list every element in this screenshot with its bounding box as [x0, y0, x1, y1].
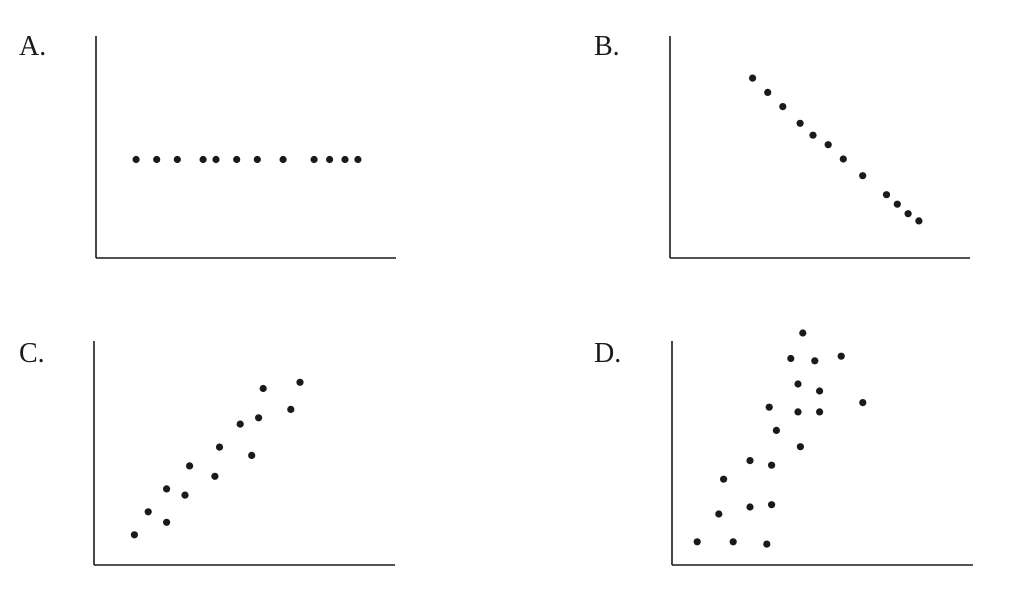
data-point-c-7 [211, 472, 219, 480]
data-point-d-10 [768, 501, 776, 509]
data-point-a-9 [310, 155, 318, 164]
data-point-d-8 [765, 403, 773, 411]
scatter-plot-d [671, 329, 973, 566]
data-point-c-1 [130, 531, 138, 539]
data-point-b-10 [893, 200, 901, 208]
data-point-a-12 [354, 155, 362, 164]
panel-label-a: A. [19, 31, 47, 62]
data-point-b-1 [749, 74, 757, 82]
data-point-a-7 [253, 155, 261, 164]
data-point-d-20 [837, 352, 845, 360]
data-point-d-16 [799, 329, 807, 337]
data-point-d-11 [772, 426, 780, 434]
data-point-c-11 [255, 414, 263, 422]
data-point-d-3 [720, 475, 728, 483]
data-point-d-6 [746, 457, 754, 465]
data-point-d-18 [816, 387, 824, 395]
data-point-d-14 [794, 408, 802, 416]
data-point-c-13 [259, 384, 267, 393]
data-point-d-9 [768, 461, 776, 469]
data-point-b-8 [859, 172, 867, 180]
scatter-plot-a [95, 36, 396, 259]
data-point-c-8 [215, 443, 224, 451]
chart-panel-b: B. [518, 0, 1036, 307]
data-point-c-12 [287, 405, 295, 413]
data-point-d-19 [816, 408, 824, 416]
data-point-d-1 [693, 538, 701, 546]
data-point-d-15 [796, 443, 804, 451]
data-point-a-3 [173, 155, 181, 164]
data-point-c-3 [163, 485, 171, 493]
scatter-plot-b [669, 36, 970, 259]
data-point-b-4 [796, 119, 804, 127]
data-point-c-9 [236, 420, 244, 428]
chart-panel-a: A. [0, 0, 518, 307]
data-point-d-17 [811, 357, 819, 365]
data-point-d-5 [746, 503, 754, 511]
data-point-d-7 [763, 540, 771, 548]
data-point-c-5 [181, 491, 189, 499]
data-point-d-12 [787, 354, 795, 363]
data-point-c-14 [296, 378, 304, 386]
data-point-a-1 [132, 155, 140, 164]
data-point-c-2 [144, 508, 152, 516]
chart-panel-c: C. [0, 307, 518, 614]
panel-label-d: D. [594, 338, 622, 369]
data-point-a-2 [153, 155, 161, 164]
data-point-a-5 [212, 155, 220, 164]
data-point-a-11 [341, 155, 349, 164]
data-point-b-3 [779, 103, 787, 111]
data-point-b-5 [809, 131, 817, 139]
data-point-a-10 [326, 155, 334, 164]
chart-panel-d: D. [518, 307, 1036, 614]
panel-label-c: C. [19, 338, 45, 369]
data-point-b-6 [824, 141, 832, 149]
data-point-a-8 [279, 155, 287, 164]
data-point-b-7 [839, 155, 847, 163]
data-point-d-2 [715, 510, 723, 518]
data-point-b-11 [904, 210, 912, 218]
panel-label-b: B. [594, 31, 620, 62]
scatter-plot-c [93, 341, 395, 566]
data-point-a-4 [199, 155, 207, 164]
data-point-c-6 [186, 462, 194, 470]
data-point-b-9 [882, 191, 891, 199]
data-point-c-10 [248, 451, 256, 459]
data-point-d-21 [859, 399, 867, 407]
data-point-d-4 [729, 538, 737, 546]
data-point-a-6 [233, 155, 241, 164]
data-point-d-13 [794, 380, 802, 388]
data-point-c-4 [163, 518, 171, 526]
data-point-b-12 [915, 217, 923, 225]
data-point-b-2 [764, 88, 772, 96]
